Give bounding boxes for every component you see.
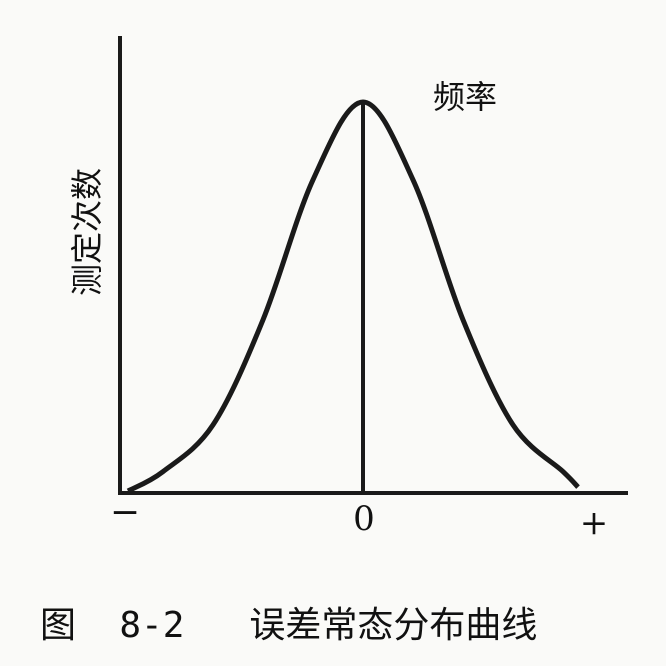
figure-caption: 图 8-2 误差常态分布曲线 — [40, 600, 640, 652]
x-tick-zero: 0 — [353, 499, 375, 539]
figure-title: 误差常态分布曲线 — [249, 605, 538, 646]
curve-label: 频率 — [433, 78, 497, 116]
distribution-curve — [126, 99, 580, 494]
x-tick-plus: + — [580, 503, 609, 543]
figure-number: 图 8-2 — [40, 605, 185, 646]
x-tick-minus: − — [110, 492, 140, 533]
y-axis-label: 测定次数 — [68, 168, 106, 296]
